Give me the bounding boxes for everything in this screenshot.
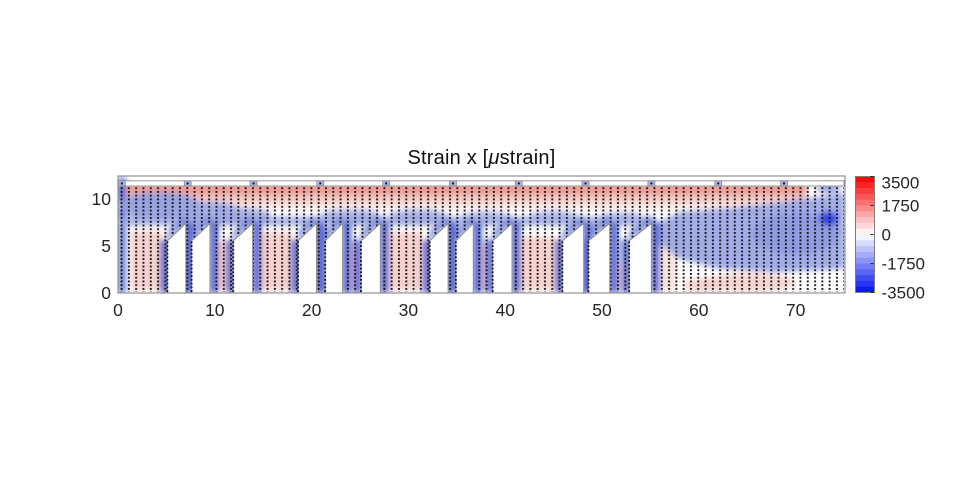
colorbar-tick-label: 1750	[882, 197, 920, 216]
x-tick-label: 0	[113, 300, 123, 320]
x-tick-label: 60	[689, 300, 709, 320]
mu-symbol: μ	[488, 147, 500, 169]
colorbar-tick-label: 0	[882, 226, 891, 245]
chart-title-text: Strain x [	[407, 147, 489, 169]
y-tick-label: 10	[92, 189, 112, 209]
chart-title-text-2: strain]	[499, 147, 556, 169]
y-axis-labels: 0 5 10	[92, 189, 112, 303]
measurement-dot-grid	[119, 182, 844, 292]
x-tick-label: 30	[399, 300, 419, 320]
plot-border	[117, 175, 846, 294]
x-tick-label: 50	[592, 300, 612, 320]
colorbar-tick-label: -3500	[882, 284, 925, 303]
x-tick-label: 10	[205, 300, 225, 320]
x-tick-label: 70	[786, 300, 806, 320]
top-skin-strip	[117, 180, 845, 187]
colorbar-tick-label: 3500	[882, 174, 920, 193]
specimen-cutouts	[166, 222, 652, 294]
x-tick-label: 40	[495, 300, 515, 320]
x-tick-label: 20	[302, 300, 322, 320]
chart-title: Strain x [μstrain]	[118, 147, 845, 170]
colorbar: 3500 1750 0 -1750 -3500	[855, 174, 925, 303]
y-tick-label: 0	[101, 283, 111, 303]
colorbar-tick-label: -1750	[882, 255, 925, 274]
y-tick-label: 5	[101, 236, 111, 256]
x-axis-labels: 0 10 20 30 40 50 60 70	[113, 300, 805, 320]
